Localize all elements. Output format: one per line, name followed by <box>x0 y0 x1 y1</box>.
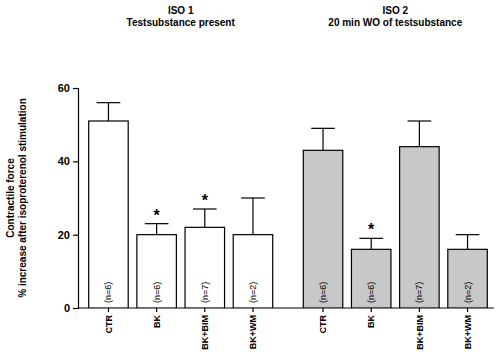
y-tick-label: 0 <box>64 302 70 314</box>
group-title: ISO 2 <box>383 5 409 16</box>
x-tick-mark <box>322 308 323 312</box>
x-tick: BK+BIM <box>415 308 425 350</box>
x-tick: CTR <box>104 308 114 334</box>
error-bar <box>456 235 480 250</box>
n-label: (n=6) <box>103 282 113 303</box>
y-tick: 60 <box>58 82 78 94</box>
n-label: (n=7) <box>414 282 424 303</box>
x-axis: CTR BK BK+BIM BK+WM <box>104 308 259 350</box>
y-tick-label: 60 <box>58 82 70 94</box>
y-tick-mark <box>73 161 78 162</box>
n-label: (n=6) <box>366 282 376 303</box>
bar <box>448 249 488 308</box>
bar <box>137 235 177 308</box>
y-axis-line <box>73 89 79 309</box>
bar <box>89 121 129 308</box>
error-bar <box>241 198 265 235</box>
x-tick-mark <box>252 308 253 312</box>
error-bar <box>97 103 121 121</box>
group-title: 20 min WO of testsubstance <box>328 17 462 28</box>
n-label: (n=6) <box>318 282 328 303</box>
x-tick-mark <box>108 308 109 312</box>
error-bar-stem <box>204 209 205 227</box>
bar <box>400 147 440 308</box>
x-tick-mark <box>371 308 372 312</box>
bar <box>233 235 273 308</box>
x-tick-label: BK <box>366 315 376 328</box>
x-tick: BK+WM <box>463 308 473 349</box>
y-tick-label: 20 <box>58 229 70 241</box>
labels: ISO 1Testsubstance present (n=6) * (n=6) * (n… <box>103 5 472 303</box>
error-bar-stem <box>371 238 372 249</box>
error-bar <box>193 209 217 227</box>
x-tick-label: CTR <box>104 315 114 334</box>
x-tick-mark <box>156 308 157 312</box>
x-tick-mark <box>467 308 468 312</box>
y-tick: 40 <box>58 155 78 167</box>
n-label: (n=6) <box>152 282 162 303</box>
error-bar-stem <box>156 224 157 235</box>
plot-area <box>89 103 488 308</box>
error-bar-cap <box>241 197 265 198</box>
y-tick: 20 <box>58 229 78 241</box>
y-axis: 0 20 40 60 <box>58 82 79 314</box>
x-tick: CTR <box>318 308 328 334</box>
y-tick-mark <box>73 235 78 236</box>
x-tick-label: CTR <box>318 315 328 334</box>
y-tick-mark <box>73 308 78 309</box>
x-tick: BK <box>366 308 376 328</box>
error-bar <box>145 224 169 235</box>
x-tick-label: BK+WM <box>248 315 258 349</box>
group-title: ISO 1 <box>168 5 194 16</box>
y-tick-label: 40 <box>58 155 70 167</box>
x-tick-label: BK <box>152 315 162 328</box>
error-bar <box>311 128 335 150</box>
x-tick-mark <box>204 308 205 312</box>
error-bar-cap <box>311 128 335 129</box>
x-tick-label: BK+BIM <box>200 315 210 350</box>
n-label: (n=2) <box>248 282 258 303</box>
error-bar-stem <box>322 128 323 150</box>
y-axis-title: % increase after isoproterenol stimulati… <box>17 98 28 298</box>
n-label: (n=2) <box>463 282 473 303</box>
error-bar-stem <box>108 103 109 121</box>
error-bar <box>359 238 383 249</box>
x-axis: CTR BK BK+BIM BK+WM <box>318 308 473 350</box>
error-bar-stem <box>419 121 420 147</box>
error-bar <box>408 121 432 147</box>
bar <box>303 150 343 308</box>
error-bar-cap <box>408 120 432 121</box>
error-bar-cap <box>456 234 480 235</box>
significance: * <box>154 207 161 224</box>
chart: 0 20 40 60 Contractile force% increase after… <box>0 0 500 358</box>
error-bar-cap <box>97 102 121 103</box>
bar <box>185 227 225 308</box>
bar <box>351 249 391 308</box>
x-tick-label: BK+BIM <box>415 315 425 350</box>
group-title: Testsubstance present <box>127 17 236 28</box>
x-tick-label: BK+WM <box>463 315 473 349</box>
n-label: (n=7) <box>200 282 210 303</box>
error-bar-stem <box>252 198 253 235</box>
y-tick-mark <box>73 88 78 89</box>
y-tick: 0 <box>64 302 78 314</box>
significance: * <box>202 192 209 209</box>
significance: * <box>368 221 375 238</box>
x-tick: BK <box>152 308 162 328</box>
x-tick-mark <box>419 308 420 312</box>
error-bar-stem <box>467 235 468 250</box>
x-tick: BK+WM <box>248 308 258 349</box>
y-axis-title: Contractile force <box>5 158 16 238</box>
x-tick: BK+BIM <box>200 308 210 350</box>
